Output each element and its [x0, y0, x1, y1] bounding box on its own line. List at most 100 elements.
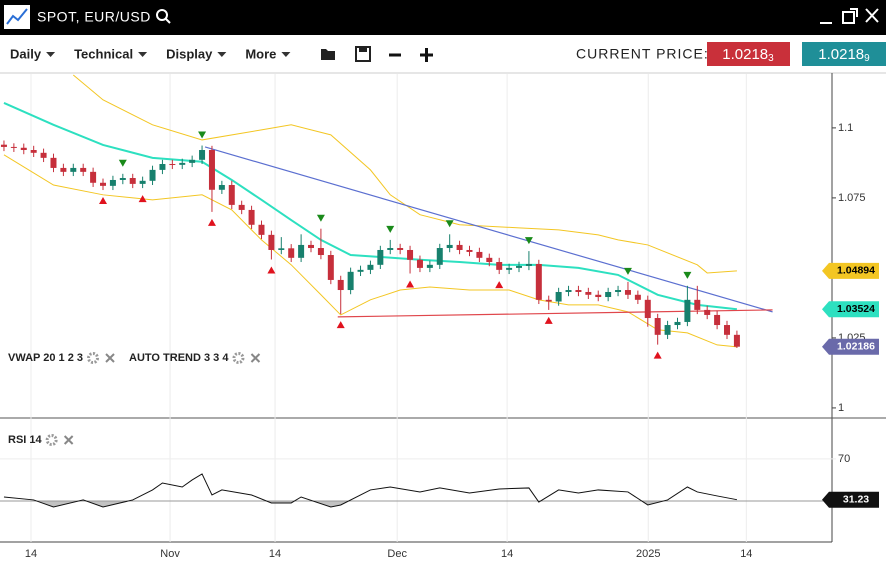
open-icon[interactable]: [321, 49, 335, 60]
candle-body: [615, 290, 622, 292]
indicator-label: VWAP 20 1 2 3: [8, 352, 83, 364]
candle-body: [446, 244, 453, 249]
candle-body: [516, 265, 523, 268]
candle-body: [555, 291, 562, 302]
ask-pip: 9: [864, 53, 870, 64]
y-tick-label: 1.1: [838, 122, 853, 134]
x-tick-label: 14: [501, 548, 513, 560]
candle-body: [199, 150, 206, 160]
rsi-line: [3, 473, 738, 508]
candle-body: [634, 294, 641, 300]
candle-body: [327, 255, 334, 280]
search-icon[interactable]: [156, 9, 171, 24]
trend-line: [204, 146, 773, 313]
candle-body: [159, 164, 166, 170]
close-button[interactable]: [865, 8, 879, 23]
sell-signal: [623, 267, 632, 275]
save-icon[interactable]: [355, 46, 371, 62]
candle-body: [436, 248, 443, 265]
vwap-badge-bg: [822, 301, 879, 318]
ask-main: 1.0218: [818, 46, 864, 63]
candle-body: [20, 147, 27, 151]
candle-body: [506, 267, 513, 270]
remove-icon[interactable]: [250, 353, 261, 363]
candle-body: [684, 299, 691, 322]
settings-icon[interactable]: [87, 352, 100, 364]
candle-body: [80, 167, 87, 172]
trend-line: [337, 309, 773, 318]
rsi-badge-bg: [822, 491, 879, 508]
candle-body: [694, 299, 701, 310]
candle-body: [347, 271, 354, 291]
candle-body: [476, 251, 483, 258]
candle-body: [90, 171, 97, 183]
upper-band: [72, 74, 737, 274]
vwap-line: [3, 102, 738, 311]
candle-body: [704, 309, 711, 315]
price-badge-bg: [822, 338, 879, 355]
candle-body: [724, 325, 731, 335]
buy-signal: [138, 195, 147, 203]
candle-body: [714, 314, 721, 326]
candle-body: [100, 182, 107, 186]
menu-button[interactable]: Display: [166, 46, 213, 61]
header-bar: [0, 0, 886, 35]
price-badge: 1.02186: [837, 340, 875, 352]
settings-icon[interactable]: [45, 434, 58, 446]
upper-band-badge-bg: [822, 262, 879, 279]
candle-body: [317, 248, 324, 256]
y-tick-label: 1: [838, 402, 844, 414]
candle-body: [644, 299, 651, 319]
candle-body: [545, 299, 552, 302]
candle-body: [298, 244, 305, 258]
bid-box[interactable]: [707, 42, 790, 66]
candle-body: [278, 248, 285, 250]
menu-caret: [138, 52, 148, 57]
menu-caret: [217, 52, 227, 57]
menu-button[interactable]: Daily: [10, 46, 42, 61]
x-tick-label: Dec: [387, 548, 407, 560]
remove-icon[interactable]: [63, 435, 74, 445]
sell-signal: [524, 237, 533, 245]
x-tick-label: 14: [740, 548, 752, 560]
candle-body: [466, 249, 473, 252]
candle-body: [605, 291, 612, 298]
candle-body: [407, 249, 414, 260]
buy-signal: [495, 281, 504, 289]
menu-button[interactable]: More: [245, 46, 276, 61]
candle-body: [208, 150, 215, 190]
y-tick-label: 1.075: [838, 192, 866, 204]
x-tick-label: 14: [269, 548, 281, 560]
menu-button[interactable]: Technical: [74, 46, 133, 61]
candle-body: [189, 159, 196, 163]
x-tick-label: 2025: [636, 548, 660, 560]
bid-main: 1.0218: [722, 46, 768, 63]
candle-body: [30, 150, 37, 153]
candle-body: [733, 334, 740, 347]
vwap-badge: 1.03524: [837, 303, 875, 315]
candle-body: [169, 164, 176, 166]
zoom-in-button[interactable]: [420, 48, 433, 62]
candle-body: [50, 157, 57, 168]
sell-signal: [445, 220, 454, 228]
ask-box[interactable]: [802, 42, 886, 66]
candle-body: [60, 167, 67, 172]
remove-icon[interactable]: [105, 353, 115, 363]
candle-body: [129, 178, 136, 184]
popout-button[interactable]: [842, 8, 858, 24]
candle-body: [456, 244, 463, 250]
logo[interactable]: [4, 5, 30, 29]
candle-body: [179, 162, 186, 165]
instrument-title: SPOT, EUR/USD: [37, 9, 151, 25]
candle-body: [426, 264, 433, 268]
settings-icon[interactable]: [232, 352, 245, 364]
candle-body: [268, 234, 275, 250]
rsi-badge: 31.23: [843, 493, 869, 505]
candle-body: [149, 169, 156, 181]
candle-body: [585, 291, 592, 295]
candle-body: [486, 257, 493, 263]
candle-body: [238, 204, 245, 210]
ask-price: 1.02189: [818, 46, 870, 64]
